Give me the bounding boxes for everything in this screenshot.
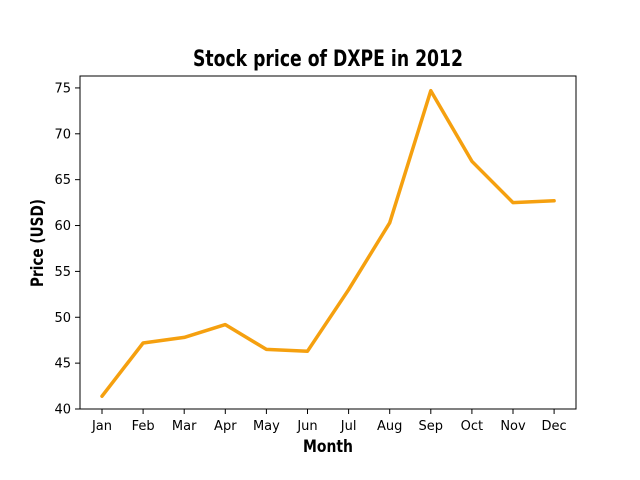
y-tick-label: 75 xyxy=(54,81,71,96)
x-tick-label: Dec xyxy=(542,419,567,434)
x-tick-label: Nov xyxy=(500,419,526,434)
x-tick-label: Jun xyxy=(296,419,317,434)
y-axis: 40 45 50 55 60 65 70 75 xyxy=(54,81,80,418)
x-tick-label: Aug xyxy=(377,419,402,434)
x-tick-label: May xyxy=(253,419,280,434)
plot-area xyxy=(79,75,577,410)
y-axis-label: Price (USD) xyxy=(28,199,48,287)
x-axis: Jan Feb Mar Apr May Jun Jul Aug Sep Oct Nov Dec xyxy=(91,409,567,434)
x-tick-label: Mar xyxy=(172,419,197,434)
y-tick-label: 50 xyxy=(54,311,71,326)
y-tick-label: 45 xyxy=(54,357,71,372)
y-tick-label: 70 xyxy=(54,127,71,142)
y-tick-label: 55 xyxy=(54,265,71,280)
x-tick-label: Apr xyxy=(214,419,237,434)
y-tick-label: 65 xyxy=(54,173,71,188)
chart-title: Stock price of DXPE in 2012 xyxy=(193,47,463,72)
x-tick-label: Oct xyxy=(461,419,483,434)
x-tick-label: Sep xyxy=(419,419,444,434)
y-tick-label: 40 xyxy=(54,403,71,418)
x-tick-label: Jul xyxy=(340,419,357,434)
x-tick-label: Feb xyxy=(132,419,155,434)
x-axis-label: Month xyxy=(303,437,353,457)
y-tick-label: 60 xyxy=(54,219,71,234)
x-tick-label: Jan xyxy=(91,419,112,434)
series-line xyxy=(100,88,556,398)
